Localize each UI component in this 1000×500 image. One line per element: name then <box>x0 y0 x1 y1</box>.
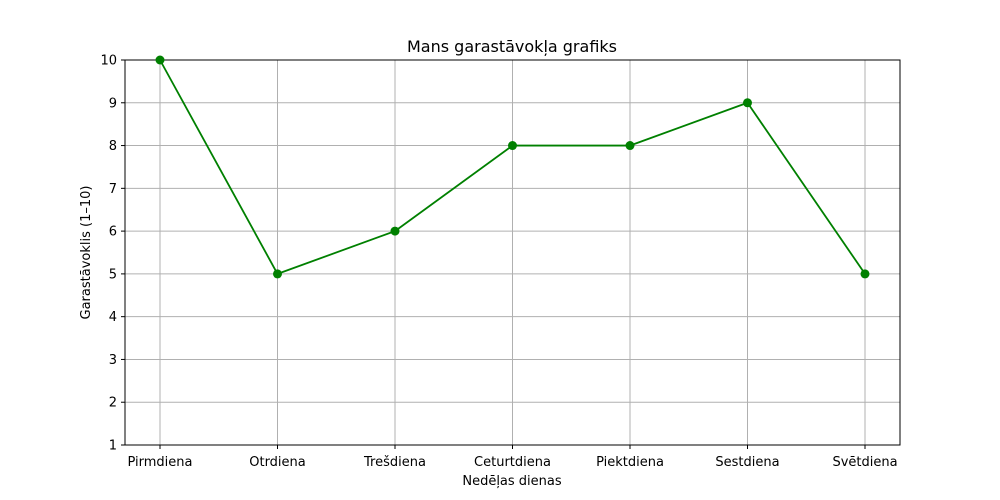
x-tick-label: Piektdiena <box>596 455 664 470</box>
data-point <box>508 141 517 151</box>
data-point <box>743 98 752 108</box>
y-tick-label: 3 <box>109 353 117 368</box>
x-tick-label: Trešdiena <box>363 455 426 470</box>
x-axis-label: Nedēļas dienas <box>462 474 562 489</box>
y-tick-label: 8 <box>109 139 117 154</box>
y-tick-label: 7 <box>109 182 117 197</box>
data-point <box>390 226 400 236</box>
y-tick-label: 10 <box>100 54 117 69</box>
data-point <box>155 55 165 65</box>
x-tick-label: Ceturtdiena <box>474 455 551 470</box>
y-tick-label: 5 <box>109 267 117 282</box>
x-tick-label: Svētdiena <box>832 455 897 470</box>
x-tick-label: Otrdiena <box>249 455 306 470</box>
chart-title: Mans garastāvokļa grafiks <box>407 37 617 56</box>
y-axis-label: Garastāvoklis (1–10) <box>79 186 94 320</box>
data-point <box>860 269 870 279</box>
x-tick-label: Sestdiena <box>715 455 779 470</box>
x-axis-ticks: Pirmdiena Otrdiena Trešdiena Ceturtdiena Pie… <box>127 445 898 470</box>
y-tick-label: 6 <box>109 225 117 240</box>
y-tick-label: 1 <box>109 439 117 454</box>
y-axis-ticks: 1 2 3 4 5 6 7 8 9 10 <box>100 54 125 454</box>
y-tick-label: 4 <box>109 310 117 325</box>
data-point <box>273 269 282 279</box>
y-tick-label: 2 <box>109 396 117 411</box>
y-tick-label: 9 <box>109 96 117 111</box>
x-tick-label: Pirmdiena <box>127 455 192 470</box>
data-point <box>625 141 635 151</box>
series-layer <box>155 55 870 279</box>
